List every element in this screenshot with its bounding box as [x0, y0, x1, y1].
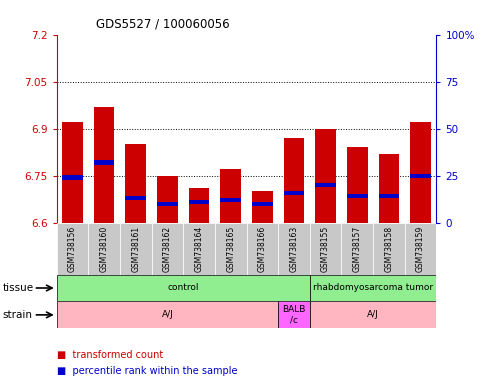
Bar — [379, 194, 399, 199]
Bar — [189, 200, 210, 204]
Text: strain: strain — [2, 310, 33, 320]
Bar — [316, 183, 336, 187]
Bar — [341, 223, 373, 275]
Text: GSM738160: GSM738160 — [100, 225, 108, 272]
Text: GSM738166: GSM738166 — [258, 225, 267, 272]
Bar — [310, 275, 436, 301]
Bar — [157, 176, 177, 223]
Bar — [220, 198, 241, 202]
Bar — [94, 107, 114, 223]
Text: GSM738158: GSM738158 — [385, 225, 393, 272]
Text: GSM738162: GSM738162 — [163, 225, 172, 272]
Bar — [57, 301, 278, 328]
Bar — [410, 174, 431, 178]
Bar — [62, 122, 83, 223]
Bar — [57, 275, 310, 301]
Text: ■  transformed count: ■ transformed count — [57, 350, 163, 360]
Bar — [283, 138, 304, 223]
Text: GDS5527 / 100060056: GDS5527 / 100060056 — [96, 17, 230, 30]
Text: GSM738157: GSM738157 — [352, 225, 362, 272]
Bar — [252, 191, 273, 223]
Text: GSM738165: GSM738165 — [226, 225, 235, 272]
Text: BALB
/c: BALB /c — [282, 305, 306, 324]
Bar — [220, 169, 241, 223]
Bar — [405, 223, 436, 275]
Bar — [62, 175, 83, 180]
Text: A/J: A/J — [162, 310, 174, 319]
Bar — [183, 223, 215, 275]
Text: GSM738164: GSM738164 — [195, 225, 204, 272]
Text: ■  percentile rank within the sample: ■ percentile rank within the sample — [57, 366, 237, 376]
Bar — [157, 202, 177, 206]
Bar — [94, 161, 114, 165]
Bar — [410, 122, 431, 223]
Bar — [373, 223, 405, 275]
Bar — [379, 154, 399, 223]
Text: control: control — [168, 283, 199, 293]
Bar — [120, 223, 152, 275]
Text: rhabdomyosarcoma tumor: rhabdomyosarcoma tumor — [313, 283, 433, 293]
Bar — [152, 223, 183, 275]
Bar — [57, 223, 88, 275]
Bar — [347, 194, 367, 199]
Bar — [126, 144, 146, 223]
Bar — [310, 223, 341, 275]
Bar — [316, 129, 336, 223]
Bar — [283, 190, 304, 195]
Bar — [215, 223, 246, 275]
Bar — [126, 196, 146, 200]
Bar — [278, 301, 310, 328]
Bar — [88, 223, 120, 275]
Text: A/J: A/J — [367, 310, 379, 319]
Text: tissue: tissue — [2, 283, 34, 293]
Bar — [278, 223, 310, 275]
Text: GSM738161: GSM738161 — [131, 225, 141, 272]
Bar — [310, 301, 436, 328]
Bar — [189, 188, 210, 223]
Text: GSM738163: GSM738163 — [289, 225, 298, 272]
Bar — [252, 202, 273, 206]
Text: GSM738155: GSM738155 — [321, 225, 330, 272]
Bar — [347, 147, 367, 223]
Text: GSM738159: GSM738159 — [416, 225, 425, 272]
Text: GSM738156: GSM738156 — [68, 225, 77, 272]
Bar — [246, 223, 278, 275]
